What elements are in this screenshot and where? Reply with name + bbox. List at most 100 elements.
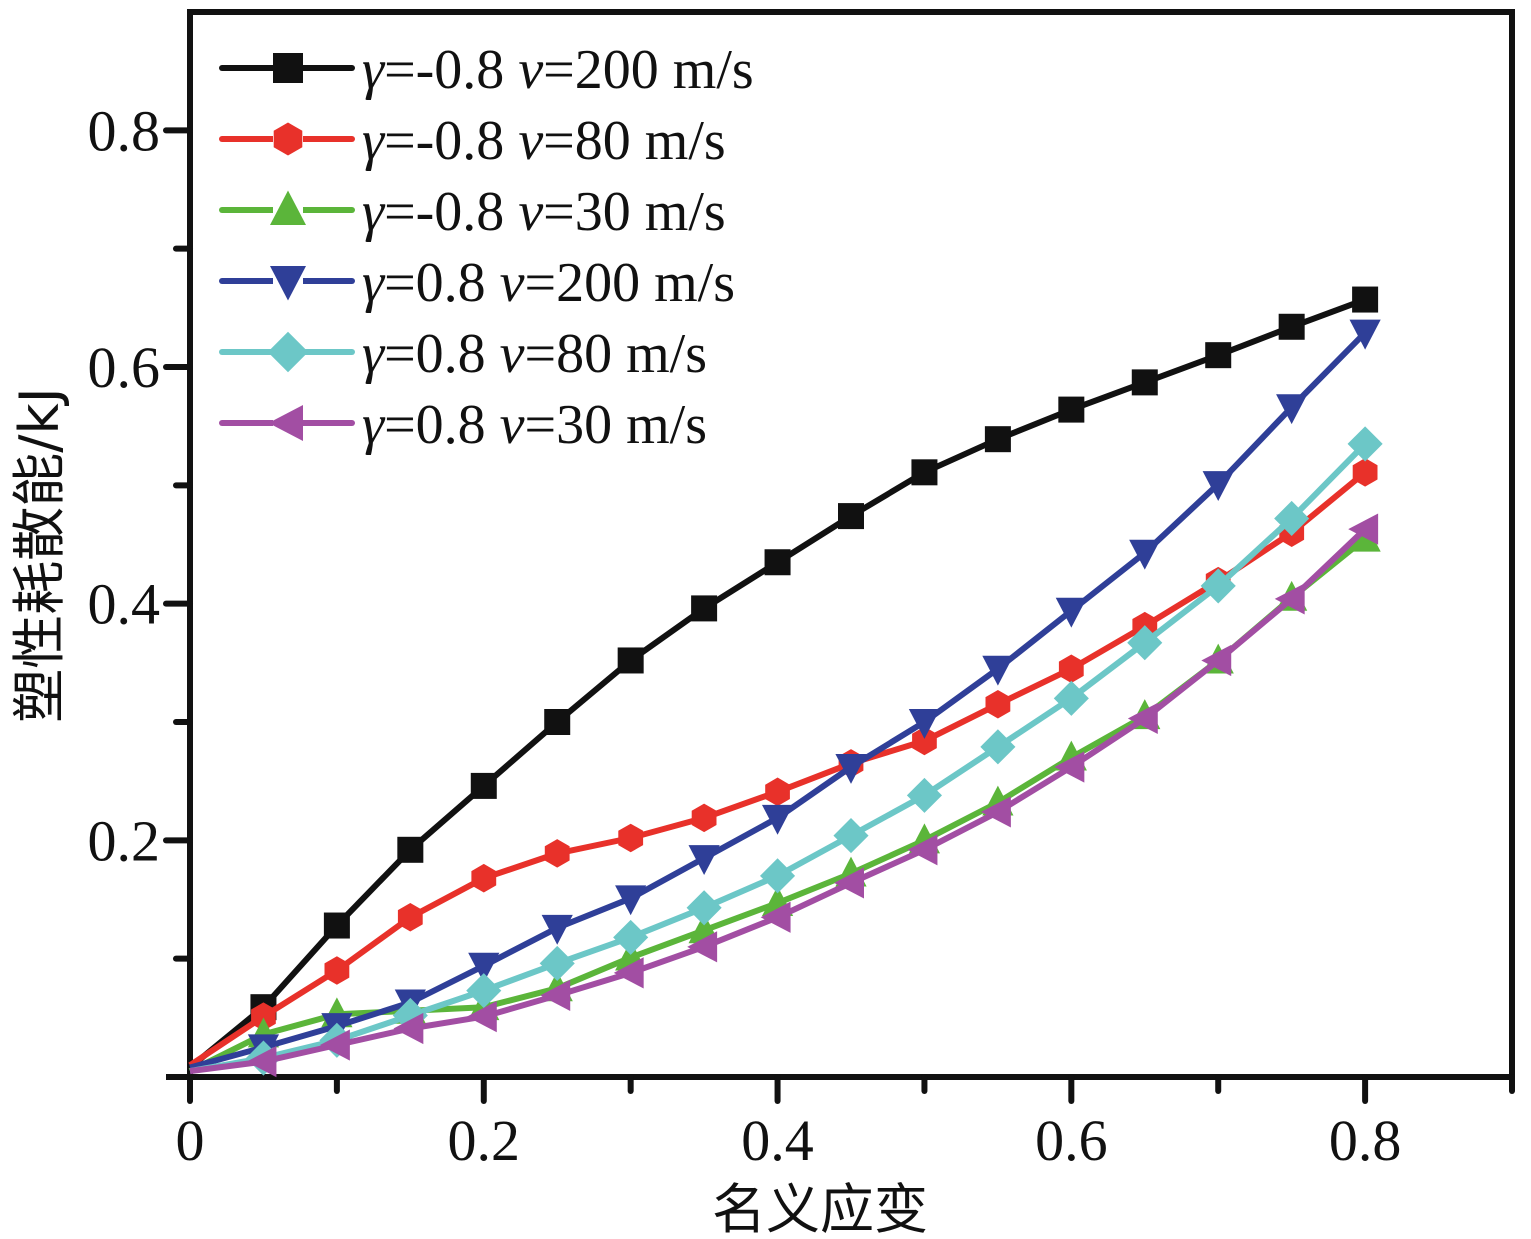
series-2 [188,458,1378,1068]
data-point [691,595,718,622]
data-point [834,867,864,899]
legend-label: γ=-0.8 v=30 m/s [362,181,726,243]
data-point [323,912,350,939]
data-point [1053,680,1089,716]
data-point [760,901,791,933]
legend-label: γ=-0.8 v=200 m/s [362,39,754,101]
data-point [324,956,350,985]
data-point [1352,286,1379,313]
data-point [1276,394,1308,425]
data-point [686,890,722,926]
data-point [1054,751,1085,783]
legend-label: γ=0.8 v=80 m/s [362,323,707,385]
data-point [613,957,644,989]
x-tick-label: 0.2 [448,1108,521,1173]
legend-entry: γ=-0.8 v=30 m/s [219,181,726,243]
data-point [471,863,497,893]
data-point [1055,597,1087,628]
data-point [833,818,869,854]
data-point [1200,568,1236,604]
data-point [1274,583,1305,615]
legend-marker [270,266,306,301]
data-point [1201,644,1232,677]
legend-label: γ=0.8 v=200 m/s [362,252,735,314]
y-axis-label: 塑性耗散能/kJ [8,387,71,722]
data-point [544,709,571,735]
data-point [1274,500,1310,537]
data-point [1348,513,1379,545]
legend-marker [273,122,303,156]
y-tick-label: 0.4 [88,572,161,637]
data-point [765,777,790,807]
x-tick-label: 0.8 [1329,1108,1402,1173]
y-tick-label: 0.8 [88,98,161,163]
series-layer [188,286,1383,1078]
data-point [1129,539,1161,570]
legend-entry: γ=-0.8 v=200 m/s [219,39,754,101]
data-point [468,952,500,983]
data-point [540,979,571,1011]
legend-marker [270,190,306,225]
data-point [984,426,1011,453]
data-point [688,845,720,875]
legend-marker [267,331,309,373]
data-point [761,804,794,835]
data-point [835,753,867,784]
data-point [1352,458,1378,487]
legend-label: γ=0.8 v=30 m/s [362,394,707,456]
data-point [251,1002,276,1031]
x-tick-label: 0 [176,1108,205,1173]
legend-entry: γ=0.8 v=200 m/s [219,252,735,314]
data-point [980,796,1011,828]
data-point [760,858,796,894]
data-point [1131,369,1158,396]
axis-ticks: 0 0.2 0.4 0.6 0.8 0.2 0.4 0.6 0.8 [88,98,1515,1173]
y-tick-label: 0.6 [88,335,161,400]
data-point [1127,625,1163,661]
data-point [1278,313,1305,340]
x-axis-label: 名义应变 [712,1178,928,1239]
data-point [982,655,1014,686]
data-point [466,973,502,1009]
data-point [1347,426,1383,462]
legend-entry: γ=-0.8 v=80 m/s [219,110,726,172]
data-point [397,836,424,863]
data-point [615,885,647,916]
data-point [246,1046,277,1078]
data-point [1058,654,1084,683]
data-point [1058,396,1085,423]
data-point [985,690,1011,719]
data-point [470,772,497,799]
data-point [618,823,644,853]
data-point [907,834,938,866]
series-6 [189,513,1379,1078]
data-point [687,931,718,963]
data-point [319,1029,350,1061]
plot-border [187,9,1515,1080]
data-point [980,729,1016,765]
plot-frame [187,9,1515,1080]
y-tick-label: 0.2 [88,808,161,873]
data-point [617,647,644,674]
data-point [911,459,938,486]
legend-entry: γ=0.8 v=30 m/s [219,394,707,456]
data-point [764,549,791,576]
data-point [1205,342,1232,369]
data-point [1127,702,1158,735]
data-point [1202,471,1234,502]
x-tick-label: 0.6 [1035,1108,1108,1173]
data-point [613,919,649,955]
series-5 [189,426,1383,1076]
data-point [838,503,864,530]
data-point [466,1001,497,1033]
legend-marker [268,405,303,441]
data-point [691,803,717,833]
data-point [393,1012,424,1045]
legend-entry: γ=0.8 v=80 m/s [219,323,707,385]
series-line [189,441,1368,1075]
data-point [1349,319,1381,350]
data-point [908,709,941,739]
series-4 [189,319,1381,1071]
data-point [544,839,570,868]
